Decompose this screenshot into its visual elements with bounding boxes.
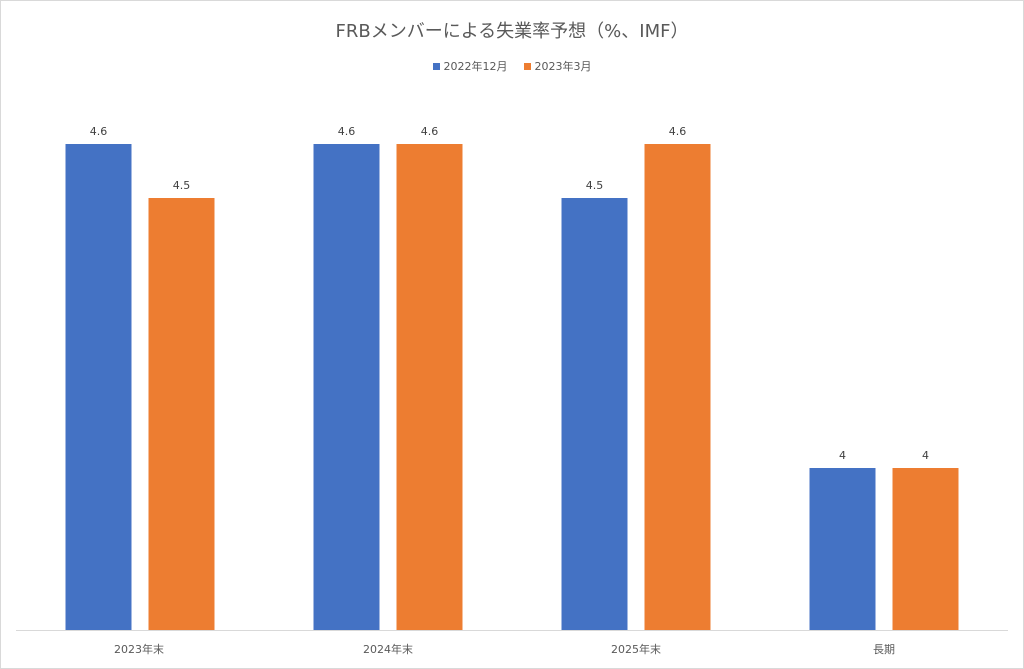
x-tick-label: 2023年末	[114, 642, 164, 656]
legend-label-series-1: 2022年12月	[443, 60, 508, 73]
bar-series-2	[148, 198, 215, 630]
legend-swatch-series-1	[432, 62, 440, 70]
legend-label-series-2: 2023年3月	[534, 60, 592, 73]
data-label: 4	[839, 449, 846, 462]
bar-series-1	[65, 144, 132, 630]
bar-series-1	[809, 468, 876, 630]
x-tick-label: 2024年末	[363, 642, 413, 656]
legend-swatch-series-2	[523, 62, 531, 70]
data-label: 4.5	[586, 179, 604, 192]
bar-series-2	[644, 144, 711, 630]
data-label: 4.6	[90, 125, 108, 138]
bar-series-1	[561, 198, 628, 630]
data-label: 4.5	[173, 179, 191, 192]
x-tick-label: 2025年末	[611, 642, 661, 656]
legend-item-series-1: 2022年12月	[432, 58, 508, 74]
data-label: 4.6	[421, 125, 439, 138]
bar-series-2	[396, 144, 463, 630]
legend: 2022年12月 2023年3月	[0, 58, 1024, 74]
bars: 4.6 4.5 4.6 4.6 4.5 4.6 4 4	[65, 125, 959, 630]
legend-item-series-2: 2023年3月	[523, 58, 592, 74]
bar-series-2	[892, 468, 959, 630]
data-label: 4.6	[669, 125, 687, 138]
chart-title: FRBメンバーによる失業率予想（%、IMF）	[335, 21, 689, 42]
x-tick-label: 長期	[873, 643, 895, 656]
data-label: 4	[922, 449, 929, 462]
bar-series-1	[313, 144, 380, 630]
data-label: 4.6	[338, 125, 356, 138]
